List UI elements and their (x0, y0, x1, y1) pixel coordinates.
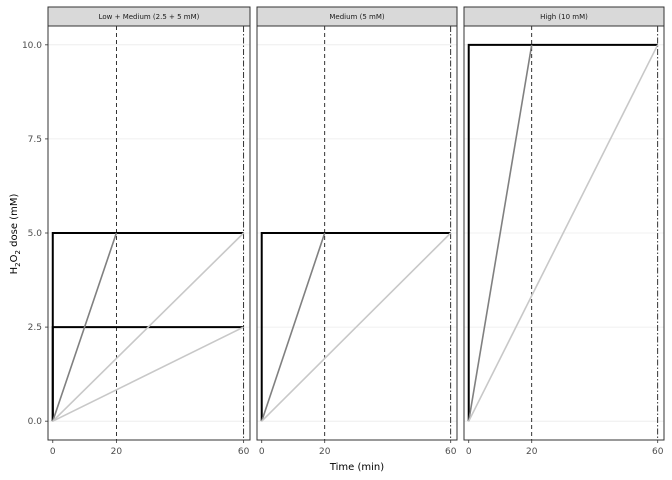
x-tick-label: 0 (259, 447, 265, 457)
panel-3: High (10 mM) 0 20 60 (463, 6, 665, 457)
series-line-2 (261, 232, 452, 422)
strip-label: Low + Medium (2.5 + 5 mM) (99, 13, 200, 21)
y-tick-label: 7.5 (28, 135, 42, 145)
series-line-1 (260, 232, 326, 422)
x-tick-label: 20 (111, 447, 123, 457)
strip-label: High (10 mM) (540, 13, 588, 21)
y-axis-title: H2O2 dose (mM) (9, 194, 22, 275)
panel-2: Medium (5 mM) 0 20 60 (256, 6, 458, 457)
panel-1: Low + Medium (2.5 + 5 mM) 0 20 60 0.0 2.5 5.0 7… (22, 6, 251, 457)
x-tick-label: 60 (652, 447, 664, 457)
series-line-1 (51, 326, 244, 422)
x-axis-title: Time (min) (329, 462, 384, 473)
x-tick-label: 20 (319, 447, 331, 457)
x-tick-label: 60 (238, 447, 250, 457)
series-line-0 (260, 232, 451, 422)
strip-label: Medium (5 mM) (329, 13, 384, 21)
y-tick-label: 0.0 (28, 417, 43, 427)
x-tick-label: 20 (526, 447, 538, 457)
series-line-2 (52, 232, 118, 422)
x-tick-label: 60 (445, 447, 457, 457)
series-line-1 (467, 44, 533, 422)
y-tick-label: 2.5 (28, 323, 42, 333)
series-line-4 (52, 326, 244, 422)
y-tick-label: 10.0 (22, 41, 42, 51)
x-tick-label: 0 (466, 447, 472, 457)
series-line-0 (467, 43, 658, 422)
y-tick-label: 5.0 (28, 229, 43, 239)
panel-border (463, 25, 665, 441)
series-line-3 (52, 232, 245, 422)
series-line-2 (468, 44, 659, 422)
x-tick-label: 0 (50, 447, 56, 457)
panel-border (256, 25, 458, 441)
